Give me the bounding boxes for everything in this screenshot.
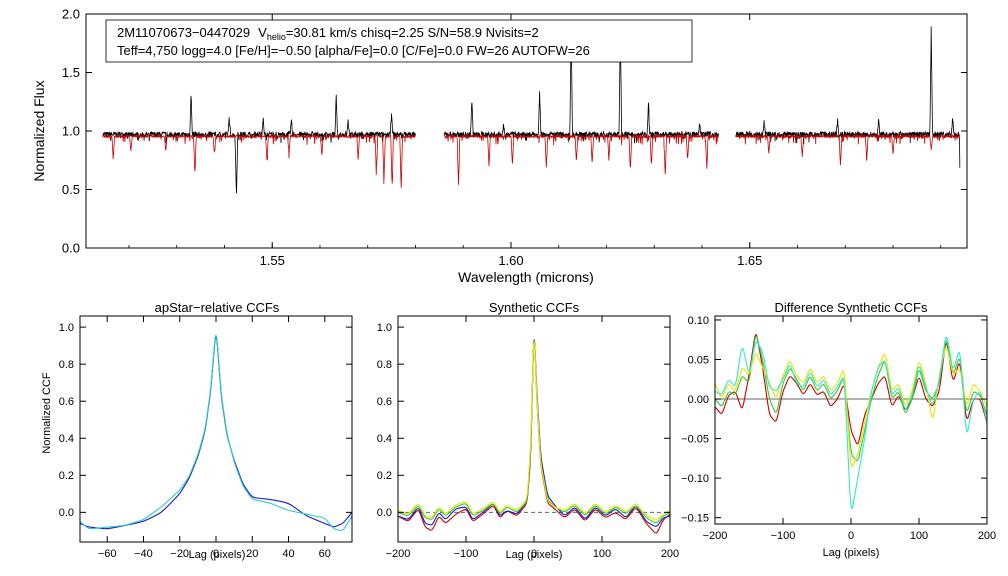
y-tick-label: 0.2 (377, 470, 392, 482)
x-tick-label: −100 (771, 530, 796, 542)
y-tick-label: 0.0 (62, 241, 80, 256)
x-tick-label: −20 (170, 548, 189, 560)
synthetic-title: Synthetic CCFs (489, 300, 580, 315)
apstar-ccf-panel: apStar−relative CCFs −60 −40 −20 0 20 40 60 0.0… (41, 300, 353, 561)
y-tick-label: 0.6 (377, 396, 392, 408)
spectrum-ticks: 1.55 1.60 1.65 0.0 0.5 1.0 1.5 2.0 (62, 7, 967, 268)
synthetic-x-label: Lag (pixels) (506, 549, 563, 561)
spectrum-panel: 1.55 1.60 1.65 0.0 0.5 1.0 1.5 2.0 2M11070673−0… (31, 7, 968, 285)
y-tick-label: 0.2 (59, 470, 74, 482)
y-tick-label: −0.15 (681, 513, 709, 525)
apstar-y-label: Normalized CCF (41, 372, 53, 454)
x-tick-label: 200 (978, 530, 996, 542)
difference-series (715, 334, 987, 510)
x-tick-label: 100 (593, 548, 611, 560)
y-tick-label: 2.0 (62, 7, 80, 22)
x-tick-label: 100 (910, 530, 928, 542)
spectrum-y-label: Normalized Flux (31, 80, 47, 181)
series-line-visit-3 (398, 341, 670, 520)
spectrum-model-line (102, 133, 416, 188)
x-tick-label: 1.60 (498, 253, 523, 268)
y-tick-label: 0.0 (59, 507, 74, 519)
spectrum-annotation-box (105, 19, 693, 63)
synthetic-series (398, 339, 670, 534)
spectrum-model-line (735, 133, 961, 166)
apstar-series (80, 334, 352, 532)
apstar-ticks: −60 −40 −20 0 20 40 60 0.0 0.2 0.4 0.6 0.8 1.0 (59, 316, 352, 560)
difference-title: Difference Synthetic CCFs (775, 300, 928, 315)
difference-ticks: −200 −100 0 100 200 −0.15 −0.10 −0.05 0.00 0.05 0.… (681, 315, 996, 542)
x-tick-label: 1.65 (737, 253, 762, 268)
x-tick-label: −100 (454, 548, 479, 560)
x-tick-label: 40 (282, 548, 294, 560)
y-tick-label: 0.8 (59, 359, 74, 371)
y-tick-label: −0.10 (681, 473, 709, 485)
synthetic-ccf-panel: Synthetic CCFs −200 −100 0 100 200 0.0 0.2 0.4 0… (377, 300, 679, 561)
spectrum-model-line (443, 133, 719, 185)
y-tick-label: 0.5 (62, 182, 80, 197)
x-tick-label: 1.55 (260, 253, 285, 268)
spectrum-observed-line (735, 26, 961, 168)
synthetic-ticks: −200 −100 0 100 200 0.0 0.2 0.4 0.6 0.8 1.0 (377, 316, 679, 560)
y-tick-label: 1.0 (59, 322, 74, 334)
y-tick-label: 0.00 (688, 394, 709, 406)
x-tick-label: −200 (703, 530, 728, 542)
x-tick-label: 0 (213, 548, 219, 560)
y-tick-label: 0.05 (688, 354, 709, 366)
x-tick-label: 60 (319, 548, 331, 560)
apstar-title: apStar−relative CCFs (155, 300, 280, 315)
spectrum-series (102, 26, 961, 194)
y-tick-label: 1.0 (377, 322, 392, 334)
difference-x-label: Lag (pixels) (823, 547, 880, 559)
x-tick-label: −60 (98, 548, 117, 560)
annotation-line2: Teff=4,750 logg=4.0 [Fe/H]=−0.50 [alpha/… (117, 43, 590, 58)
series-line-visit-2 (715, 335, 987, 462)
difference-ccf-panel: Difference Synthetic CCFs −200 −100 0 100 20… (681, 300, 996, 559)
y-tick-label: 0.4 (377, 433, 392, 445)
y-tick-label: 1.5 (62, 65, 80, 80)
apstar-x-label: Lag (pixels) (189, 549, 246, 561)
series-line-visit-2 (80, 334, 352, 532)
y-tick-label: 0.0 (377, 507, 392, 519)
y-tick-label: −0.05 (681, 433, 709, 445)
spectrum-x-label: Wavelength (microns) (458, 269, 594, 285)
x-tick-label: 0 (848, 530, 854, 542)
y-tick-label: 0.8 (377, 359, 392, 371)
x-tick-label: −40 (134, 548, 153, 560)
y-tick-label: 0.10 (688, 315, 709, 327)
x-tick-label: 20 (246, 548, 258, 560)
x-tick-label: 0 (531, 548, 537, 560)
annotation-line1: 2M11070673−0447029 Vhelio=30.81 km/s chis… (117, 25, 539, 42)
x-tick-label: 200 (661, 548, 679, 560)
series-line-visit-4 (715, 336, 987, 510)
y-tick-label: 0.4 (59, 433, 74, 445)
x-tick-label: −200 (386, 548, 411, 560)
y-tick-label: 1.0 (62, 124, 80, 139)
y-tick-label: 0.6 (59, 396, 74, 408)
